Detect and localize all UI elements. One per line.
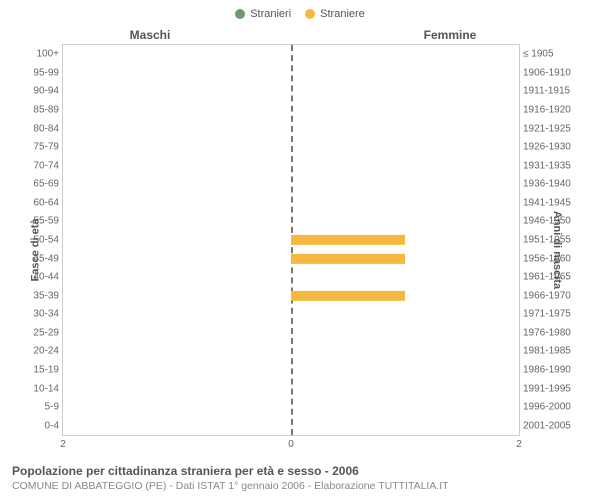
ytick-year: 1926-1930	[523, 142, 571, 153]
legend-item-straniere: Straniere	[305, 8, 365, 20]
legend-label-stranieri: Stranieri	[250, 8, 291, 20]
ytick-age: 30-34	[33, 309, 59, 320]
ytick-year: 1911-1915	[523, 86, 570, 97]
ytick-year: 1976-1980	[523, 327, 571, 338]
ytick-year: 1971-1975	[523, 309, 571, 320]
ytick-age: 70-74	[33, 160, 59, 171]
ytick-year: ≤ 1905	[523, 49, 554, 60]
legend-item-stranieri: Stranieri	[235, 8, 291, 20]
ytick-age: 80-84	[33, 123, 59, 134]
ytick-year: 1941-1945	[523, 197, 571, 208]
ytick-age: 45-49	[33, 253, 59, 264]
ytick-age: 90-94	[33, 86, 59, 97]
ytick-age: 100+	[36, 49, 59, 60]
xtick: 0	[288, 439, 294, 450]
footer: Popolazione per cittadinanza straniera p…	[12, 464, 588, 492]
legend: Stranieri Straniere	[10, 8, 590, 20]
column-headers: Maschi Femmine	[0, 28, 600, 42]
ytick-age: 55-59	[33, 216, 59, 227]
ytick-year: 1996-2000	[523, 402, 571, 413]
legend-marker-straniere	[305, 9, 315, 19]
ytick-age: 20-24	[33, 346, 59, 357]
ytick-year: 1946-1950	[523, 216, 571, 227]
ytick-year: 2001-2005	[523, 420, 571, 431]
ytick-year: 1986-1990	[523, 365, 571, 376]
ytick-age: 35-39	[33, 290, 59, 301]
xtick: 2	[60, 439, 66, 450]
ytick-age: 25-29	[33, 327, 59, 338]
col-head-female: Femmine	[300, 28, 600, 42]
ytick-year: 1916-1920	[523, 104, 571, 115]
ytick-age: 10-14	[33, 383, 59, 394]
ytick-year: 1956-1960	[523, 253, 571, 264]
ytick-year: 1951-1955	[523, 235, 571, 246]
bar-female	[291, 291, 405, 301]
ytick-year: 1936-1940	[523, 179, 571, 190]
ytick-age: 75-79	[33, 142, 59, 153]
ytick-age: 60-64	[33, 197, 59, 208]
col-head-male: Maschi	[0, 28, 300, 42]
xtick: 2	[516, 439, 522, 450]
ytick-year: 1961-1965	[523, 272, 571, 283]
chart-subtitle: COMUNE DI ABBATEGGIO (PE) - Dati ISTAT 1…	[12, 480, 588, 492]
ytick-year: 1991-1995	[523, 383, 571, 394]
ytick-age: 5-9	[45, 402, 59, 413]
ytick-year: 1981-1985	[523, 346, 571, 357]
ytick-age: 0-4	[45, 420, 59, 431]
bar-female	[291, 253, 405, 263]
ytick-year: 1906-1910	[523, 67, 571, 78]
bar-female	[291, 235, 405, 245]
ytick-age: 50-54	[33, 235, 59, 246]
ytick-year: 1921-1925	[523, 123, 571, 134]
chart-title: Popolazione per cittadinanza straniera p…	[12, 464, 588, 478]
ytick-age: 65-69	[33, 179, 59, 190]
legend-label-straniere: Straniere	[320, 8, 365, 20]
ytick-age: 85-89	[33, 104, 59, 115]
chart-area: 100+≤ 190595-991906-191090-941911-191585…	[62, 44, 520, 436]
legend-marker-stranieri	[235, 9, 245, 19]
ytick-year: 1966-1970	[523, 290, 571, 301]
ytick-age: 15-19	[33, 365, 59, 376]
ytick-year: 1931-1935	[523, 160, 571, 171]
ytick-age: 95-99	[33, 67, 59, 78]
ytick-age: 40-44	[33, 272, 59, 283]
